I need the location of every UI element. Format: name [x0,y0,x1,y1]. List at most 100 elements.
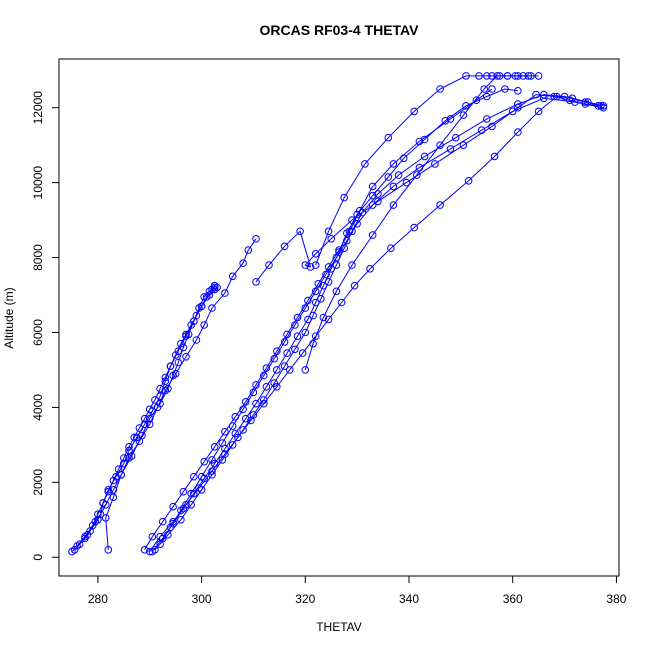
data-point [488,85,496,93]
data-point [374,197,382,206]
data-point [166,523,175,532]
data-point [483,92,491,101]
data-point [327,235,336,243]
data-point [221,289,229,297]
data-point [205,287,214,296]
data-point [446,145,455,153]
data-point [301,328,310,337]
data-point [109,476,118,485]
data-point [104,487,113,496]
data-point [169,502,177,511]
data-point [228,441,237,449]
data-point [156,399,164,408]
data-point [192,336,201,344]
data-point [301,261,310,269]
y-axis-label: Altitude (m) [2,287,16,348]
data-point [291,321,299,329]
series-line [159,97,604,545]
data-point [174,358,183,367]
data-point [208,304,216,312]
data-point [293,332,302,341]
data-point [366,265,374,273]
data-point [234,433,242,442]
data-point [353,220,361,228]
data-point [140,420,149,429]
data-point [503,72,512,80]
data-point [166,362,175,371]
series-4 [101,281,221,554]
data-point [332,253,341,262]
data-point [239,426,247,434]
data-point [550,92,559,101]
data-point [112,472,120,481]
data-point [436,85,444,93]
data-point [182,353,190,361]
data-point [389,160,398,168]
data-point [436,201,444,209]
data-point [324,227,333,236]
data-point [322,270,330,279]
x-axis: 280 300 320 340 360 380 [88,575,627,606]
data-point [594,102,603,110]
data-point [501,85,509,93]
data-point [148,532,157,541]
data-point [511,72,520,80]
data-point [451,133,460,142]
x-tick-label: 340 [399,592,419,606]
data-point [156,384,164,393]
data-point [389,182,398,191]
data-point [109,486,118,494]
data-point [291,345,299,354]
data-point [483,115,491,123]
data-point [324,278,333,286]
series-line [315,75,531,266]
series-line [71,285,216,552]
data-point [581,100,590,108]
y-tick-label: 12000 [31,91,45,125]
data-point [280,242,289,251]
chart-title: ORCAS RF03-4 THETAV [260,22,420,38]
data-point [441,117,450,125]
data-point [200,293,208,301]
data-point [464,177,473,185]
data-point [252,235,260,243]
data-point [145,547,154,556]
x-tick-label: 280 [88,592,108,606]
data-point [187,501,195,509]
data-point [260,371,268,380]
x-tick-label: 380 [606,592,626,606]
data-point [309,311,317,320]
data-point [348,216,356,224]
data-point [140,546,149,554]
data-point [384,173,393,181]
data-point [599,103,608,112]
data-point [120,454,128,462]
data-point [179,343,188,352]
data-point [514,87,522,95]
data-point [171,351,180,359]
x-tick-label: 300 [192,592,212,606]
data-point [410,223,419,232]
data-point [239,259,247,268]
data-point [560,92,569,101]
data-point [309,339,317,348]
data-point [156,392,164,401]
data-point [462,72,470,80]
y-axis: 0 2000 4000 6000 8000 10000 12000 [31,91,60,561]
data-point [158,517,167,526]
data-point [565,96,574,104]
series-line [105,285,218,550]
data-point [210,285,219,294]
data-point [534,107,543,116]
y-tick-label: 4000 [31,394,45,421]
data-point [319,313,328,322]
data-point [145,420,154,429]
data-point [343,236,351,245]
data-point [252,278,260,286]
y-tick-label: 0 [31,554,45,561]
data-point [210,281,219,290]
data-point [462,102,470,110]
data-point [301,366,310,374]
series-5 [140,85,496,554]
